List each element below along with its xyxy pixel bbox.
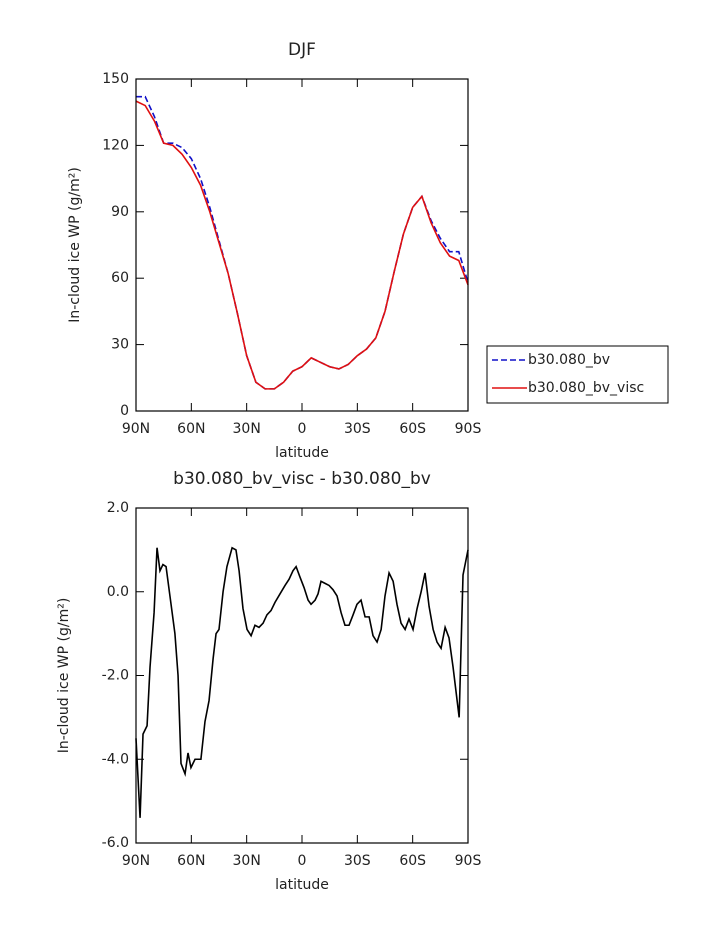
legend-frame xyxy=(486,345,669,404)
y-axis-label: In-cloud ice WP (g/m²) xyxy=(56,598,72,754)
plot-frame xyxy=(135,78,469,412)
x-tick-label: 60S xyxy=(399,853,426,869)
y-tick-label: 30 xyxy=(111,337,129,353)
x-tick-label: 60N xyxy=(177,853,205,869)
legend-label: b30.080_bv_visc xyxy=(528,380,644,396)
x-tick-label: 90N xyxy=(122,421,150,437)
x-tick-label: 30S xyxy=(344,853,371,869)
legend: b30.080_bv b30.080_bv_visc xyxy=(486,345,669,404)
y-tick-label: -4.0 xyxy=(102,751,129,767)
y-tick-label: 0.0 xyxy=(107,584,129,600)
x-tick-label: 0 xyxy=(298,421,307,437)
y-tick-label: 0 xyxy=(120,403,129,419)
data-line xyxy=(135,100,469,390)
y-tick-label: 90 xyxy=(111,204,129,220)
x-tick-label: 30N xyxy=(233,421,261,437)
y-tick-label: -2.0 xyxy=(102,668,129,684)
x-tick-label: 60S xyxy=(399,421,426,437)
x-tick-label: 30N xyxy=(233,853,261,869)
y-tick-label: 120 xyxy=(102,137,129,153)
data-line xyxy=(136,95,469,390)
legend-label: b30.080_bv xyxy=(528,352,610,368)
y-tick-label: 60 xyxy=(111,270,129,286)
y-tick-label: 150 xyxy=(102,71,129,87)
data-line xyxy=(135,546,469,818)
chart-title: DJF xyxy=(288,40,316,60)
y-axis-label: In-cloud ice WP (g/m²) xyxy=(67,167,83,323)
y-tick-label: 2.0 xyxy=(107,500,129,516)
x-tick-label: 90N xyxy=(122,853,150,869)
chart-title: b30.080_bv_visc - b30.080_bv xyxy=(173,469,431,489)
x-tick-label: 30S xyxy=(344,421,371,437)
x-tick-label: 90S xyxy=(455,421,482,437)
x-tick-label: 90S xyxy=(455,853,482,869)
y-tick-label: -6.0 xyxy=(102,835,129,851)
x-axis-label: latitude xyxy=(275,877,329,893)
plot-frame xyxy=(135,507,469,844)
x-tick-label: 60N xyxy=(177,421,205,437)
x-axis-label: latitude xyxy=(275,445,329,461)
x-tick-label: 0 xyxy=(298,853,307,869)
